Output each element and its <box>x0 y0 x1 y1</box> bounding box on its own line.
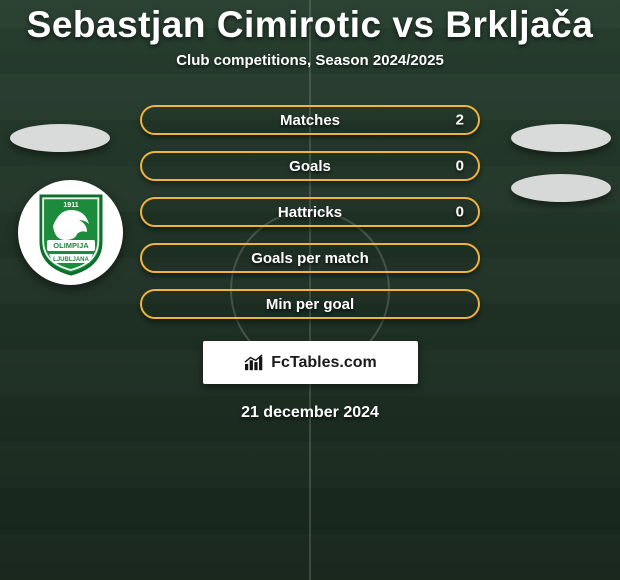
page-subtitle: Club competitions, Season 2024/2025 <box>176 52 444 69</box>
stat-goals: Goals 0 <box>140 151 480 181</box>
stat-matches: Matches 2 <box>140 105 480 135</box>
stat-value: 0 <box>456 204 464 221</box>
page-title: Sebastjan Cimirotic vs Brkljača <box>27 4 594 46</box>
stat-min-per-goal: Min per goal <box>140 289 480 319</box>
content: Sebastjan Cimirotic vs Brkljača Club com… <box>0 0 620 422</box>
stats-list: Matches 2 Goals 0 Hattricks 0 Goals per … <box>0 105 620 319</box>
stat-label: Goals <box>289 158 331 175</box>
stat-hattricks: Hattricks 0 <box>140 197 480 227</box>
brand-text: FcTables.com <box>271 354 377 372</box>
stat-label: Min per goal <box>266 296 354 313</box>
brand-box: FcTables.com <box>203 341 418 384</box>
date: 21 december 2024 <box>241 404 379 422</box>
stat-label: Hattricks <box>278 204 342 221</box>
stat-goals-per-match: Goals per match <box>140 243 480 273</box>
stat-value: 0 <box>456 158 464 175</box>
stat-label: Goals per match <box>251 250 369 267</box>
stat-label: Matches <box>280 112 340 129</box>
bar-chart-icon <box>243 354 265 372</box>
stat-value: 2 <box>456 112 464 129</box>
